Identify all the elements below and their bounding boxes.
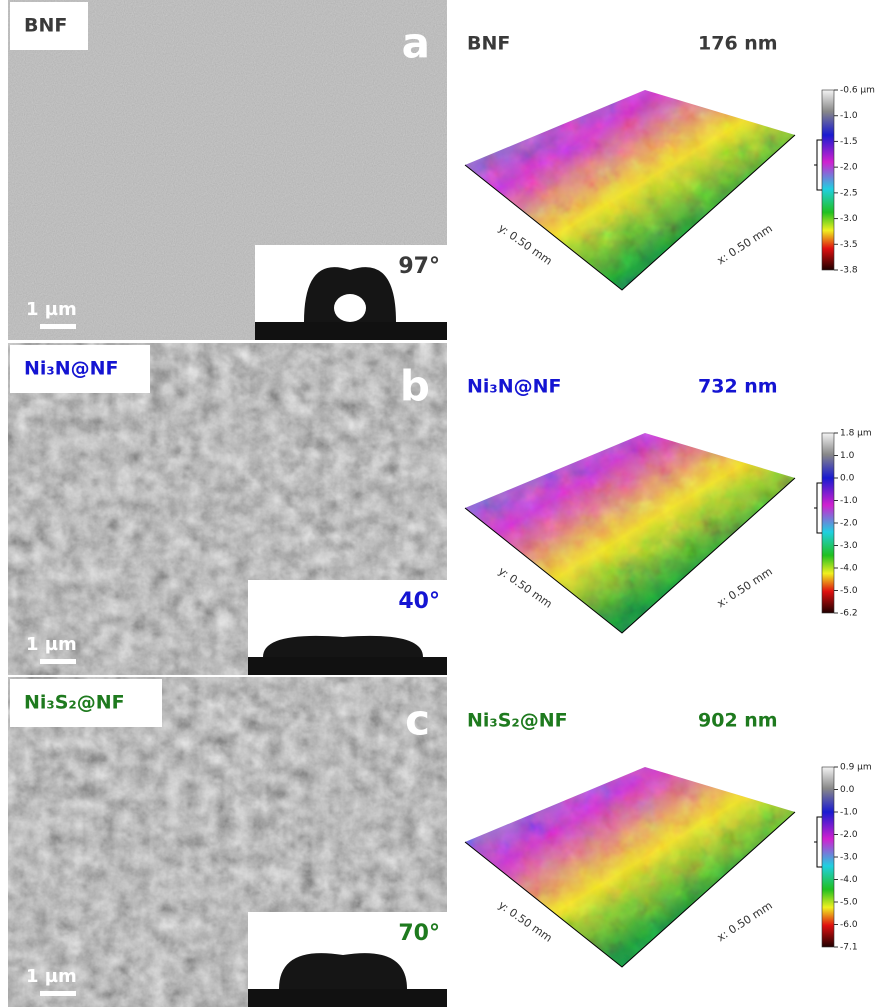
droplet-highlight — [334, 294, 366, 322]
scale-bar — [40, 324, 76, 329]
colorbar-label: -1.0 — [840, 808, 858, 818]
panel-letter: b — [400, 362, 430, 411]
colorbar-label: -2.0 — [840, 163, 858, 173]
roughness: 732 nm — [698, 376, 778, 398]
colorbar-label: -6.2 — [840, 609, 858, 619]
colorbar-label: 0.9 µm — [840, 763, 872, 773]
colorbar-label: 0.0 — [840, 474, 855, 484]
droplet — [263, 636, 423, 657]
colorbar-label: -3.5 — [840, 240, 858, 250]
colorbar-label: -1.5 — [840, 137, 858, 147]
substrate — [255, 322, 447, 340]
scale-bar — [40, 991, 76, 996]
colorbar — [822, 90, 834, 270]
substrate — [248, 657, 447, 675]
colorbar-label: -2.0 — [840, 519, 858, 529]
sem-label: Ni₃N@NF — [24, 358, 119, 380]
panel-letter: a — [402, 19, 430, 68]
droplet — [279, 953, 407, 989]
scale-bar — [40, 659, 76, 664]
colorbar-label: -2.5 — [840, 188, 858, 198]
colorbar-label: -3.0 — [840, 541, 858, 551]
afm-surface — [465, 433, 795, 633]
roughness: 902 nm — [698, 710, 778, 732]
scale-label: 1 µm — [26, 966, 77, 987]
colorbar-label: -4.0 — [840, 564, 858, 574]
colorbar-label: -5.0 — [840, 586, 858, 596]
afm-label: Ni₃N@NF — [467, 376, 562, 398]
colorbar-label: -5.0 — [840, 898, 858, 908]
colorbar-label: -3.0 — [840, 853, 858, 863]
colorbar-label: -2.0 — [840, 830, 858, 840]
scale-label: 1 µm — [26, 299, 77, 320]
colorbar — [822, 767, 834, 947]
colorbar-label: -4.0 — [840, 875, 858, 885]
afm-surface — [465, 767, 795, 967]
colorbar-label: -1.0 — [840, 496, 858, 506]
contact-angle: 97° — [398, 254, 440, 279]
x-axis-label: x: 0.50 mm — [715, 222, 775, 267]
colorbar-label: -1.0 — [840, 111, 858, 121]
colorbar-label: -6.0 — [840, 920, 858, 930]
colorbar-label: 1.8 µm — [840, 429, 872, 439]
colorbar-label: 1.0 — [840, 451, 855, 461]
brace — [814, 140, 822, 190]
colorbar-label: -3.8 — [840, 266, 858, 276]
colorbar-label: -3.0 — [840, 214, 858, 224]
x-axis-label: x: 0.50 mm — [715, 565, 775, 610]
colorbar — [822, 433, 834, 613]
brace — [814, 817, 822, 867]
contact-angle: 40° — [398, 589, 440, 614]
afm-label: Ni₃S₂@NF — [467, 710, 568, 732]
scale-label: 1 µm — [26, 634, 77, 655]
afm-label: BNF — [467, 33, 510, 55]
colorbar-label: -7.1 — [840, 943, 858, 953]
panel-letter: c — [405, 696, 430, 745]
colorbar-label: -0.6 µm — [840, 86, 875, 96]
roughness: 176 nm — [698, 33, 778, 55]
figure: BNFa97°1 µmBNF176 nmy: 0.50 mmx: 0.50 mm… — [0, 0, 889, 1007]
colorbar-label: 0.0 — [840, 785, 855, 795]
sem-label: Ni₃S₂@NF — [24, 692, 125, 714]
x-axis-label: x: 0.50 mm — [715, 899, 775, 944]
contact-angle: 70° — [398, 921, 440, 946]
afm-surface — [465, 90, 795, 290]
brace — [814, 483, 822, 533]
sem-label: BNF — [24, 15, 67, 37]
substrate — [248, 989, 447, 1007]
